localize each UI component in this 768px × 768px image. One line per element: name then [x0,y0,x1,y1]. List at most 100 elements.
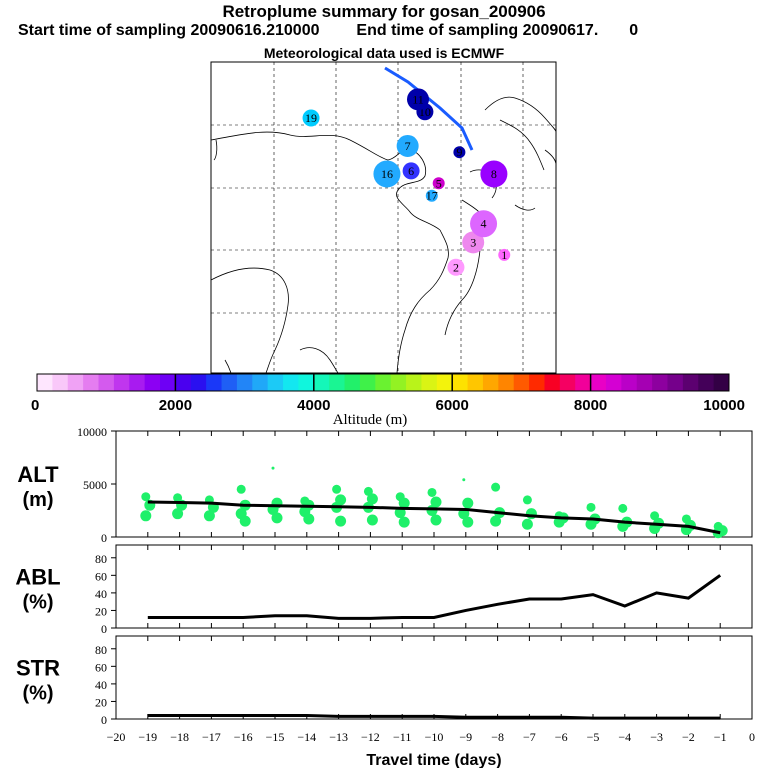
scatter-point [172,508,184,520]
y-tick-label: 0 [101,622,107,636]
x-tick-label: −1 [714,730,727,744]
map-marker-dot [425,189,438,202]
map-marker-label: 6 [408,164,414,178]
y-tick-label: 5000 [83,478,107,492]
colorbar-swatch [160,374,176,391]
map-marker-dot [453,146,466,159]
scatter-point [366,493,378,505]
map-marker-label: 17 [426,189,438,203]
map-marker-dot [470,210,498,238]
colorbar-swatch [83,374,100,391]
panel-frame [115,544,753,629]
map-marker-dot [402,162,420,180]
map-marker-label: 3 [470,235,476,249]
series-line [147,500,721,535]
x-tick-label: −19 [138,730,157,744]
colorbar-swatch [221,374,238,391]
scatter-point [332,484,342,494]
colorbar-axis-label: Altitude (m) [333,412,408,428]
y-tick-label: 40 [95,678,107,692]
scatter-point [271,512,283,524]
map-marker-label: 2 [453,260,459,274]
map-grid [211,62,556,373]
map-marker-dot [302,109,320,127]
colorbar-tick-label: 6000 [436,397,469,414]
colorbar-swatch [375,374,392,391]
y-tick-label: 80 [95,643,107,657]
colorbar-swatch [236,374,253,391]
start-time-label: Start time of sampling 20090616.210000 [18,22,320,39]
colorbar-swatch [682,374,699,391]
colorbar-swatch [452,374,469,391]
trajectory-line [384,66,474,151]
scatter-point [335,515,347,527]
colorbar-swatch [144,374,161,391]
colorbar-swatch [421,374,438,391]
colorbar-swatch [482,374,499,391]
scatter-point [203,510,215,522]
altitude-colorbar: 0 2000 4000 6000 8000 10000 Altitude (m) [31,373,745,428]
colorbar-swatch [590,374,607,391]
scatter-point [427,487,437,497]
scatter-point [366,514,378,526]
end-time-label: End time of sampling 20090617. [356,22,599,39]
y-tick-label: 0 [101,713,107,727]
scatter-point [462,516,474,528]
x-tick-label: −11 [393,730,411,744]
scatter-point [618,503,628,513]
colorbar-swatch [529,374,545,391]
map-frame [210,61,557,374]
x-tick-label: −4 [618,730,631,744]
x-tick-label: −8 [491,730,504,744]
colorbar-swatch [298,374,315,391]
colorbar-swatch [359,374,376,391]
time-series-panels: 0500010000ALT(m)020406080ABL(%)020406080… [15,425,755,768]
x-axis-label: Travel time (days) [366,752,501,768]
x-tick-label: −9 [459,730,472,744]
colorbar-tick-label: 8000 [574,397,607,414]
sampling-times: Start time of sampling 20090616.210000 E… [18,22,768,40]
colorbar-swatch [390,374,407,391]
scatter-point [239,515,251,527]
scatter-point [430,514,442,526]
colorbar-swatch [267,374,284,391]
colorbar-swatch [206,374,223,391]
map-marker-dot [447,258,465,276]
x-tick-label: −15 [266,730,285,744]
panel-frame [115,635,753,720]
scatter-point [586,502,596,512]
scatter-point [271,466,275,470]
colorbar-swatch [436,374,453,391]
y-axis-unit: (%) [22,683,53,705]
y-tick-label: 20 [95,604,107,618]
scatter-point [491,482,501,492]
x-tick-label: −20 [107,730,126,744]
colorbar-tick-label: 4000 [297,397,330,414]
colorbar-swatch [575,374,592,391]
colorbar-swatch [467,374,484,391]
colorbar-swatch [667,374,684,391]
colorbar-swatch [283,374,299,391]
colorbar-swatch [113,374,130,391]
map-marker-label: 4 [481,217,487,231]
end-time-tail: 0 [629,22,639,39]
colorbar-swatch [713,374,730,391]
scatter-point [522,495,532,505]
colorbar-tick-label: 10000 [703,397,745,414]
colorbar-frame [36,373,730,392]
x-tick-label: −5 [587,730,600,744]
map-marker-label: 1 [501,248,507,262]
colorbar-swatch [636,374,653,391]
y-tick-label: 60 [95,569,107,583]
colorbar-swatch [190,374,207,391]
y-tick-label: 0 [101,531,107,545]
x-tick-label: −6 [555,730,568,744]
y-tick-label: 20 [95,695,107,709]
colorbar-swatch [513,374,530,391]
scatter-point [140,510,152,522]
map-marker-label: 19 [305,111,317,125]
colorbar-swatch [406,374,422,391]
colorbar-tick-label: 0 [31,397,39,414]
